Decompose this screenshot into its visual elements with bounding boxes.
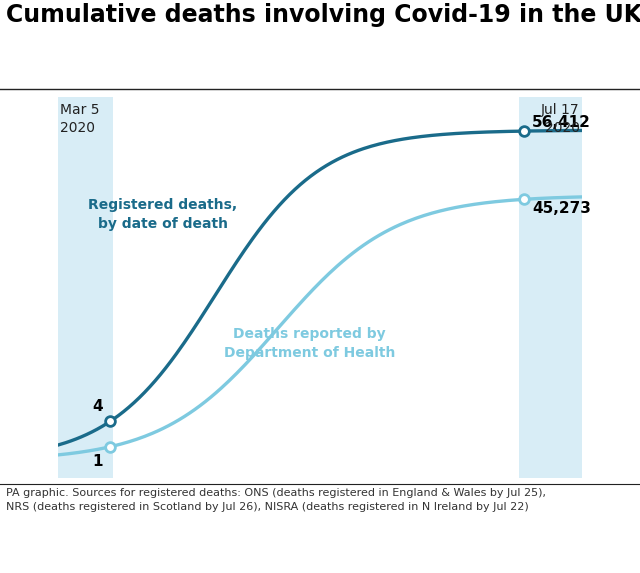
Text: Cumulative deaths involving Covid-19 in the UK: Cumulative deaths involving Covid-19 in …	[6, 3, 640, 27]
Text: PA graphic. Sources for registered deaths: ONS (deaths registered in England & W: PA graphic. Sources for registered death…	[6, 488, 547, 512]
Bar	[58, 97, 113, 478]
Text: 4: 4	[92, 399, 102, 414]
Text: Deaths reported by
Department of Health: Deaths reported by Department of Health	[224, 327, 395, 360]
Text: 56,412: 56,412	[532, 115, 591, 129]
Text: Mar 5
2020: Mar 5 2020	[60, 103, 100, 135]
Text: Registered deaths,
by date of death: Registered deaths, by date of death	[88, 198, 237, 231]
Text: Jul 17
2020: Jul 17 2020	[541, 103, 580, 135]
Text: 1: 1	[92, 454, 102, 469]
Text: 45,273: 45,273	[532, 201, 591, 215]
Bar	[520, 97, 582, 478]
